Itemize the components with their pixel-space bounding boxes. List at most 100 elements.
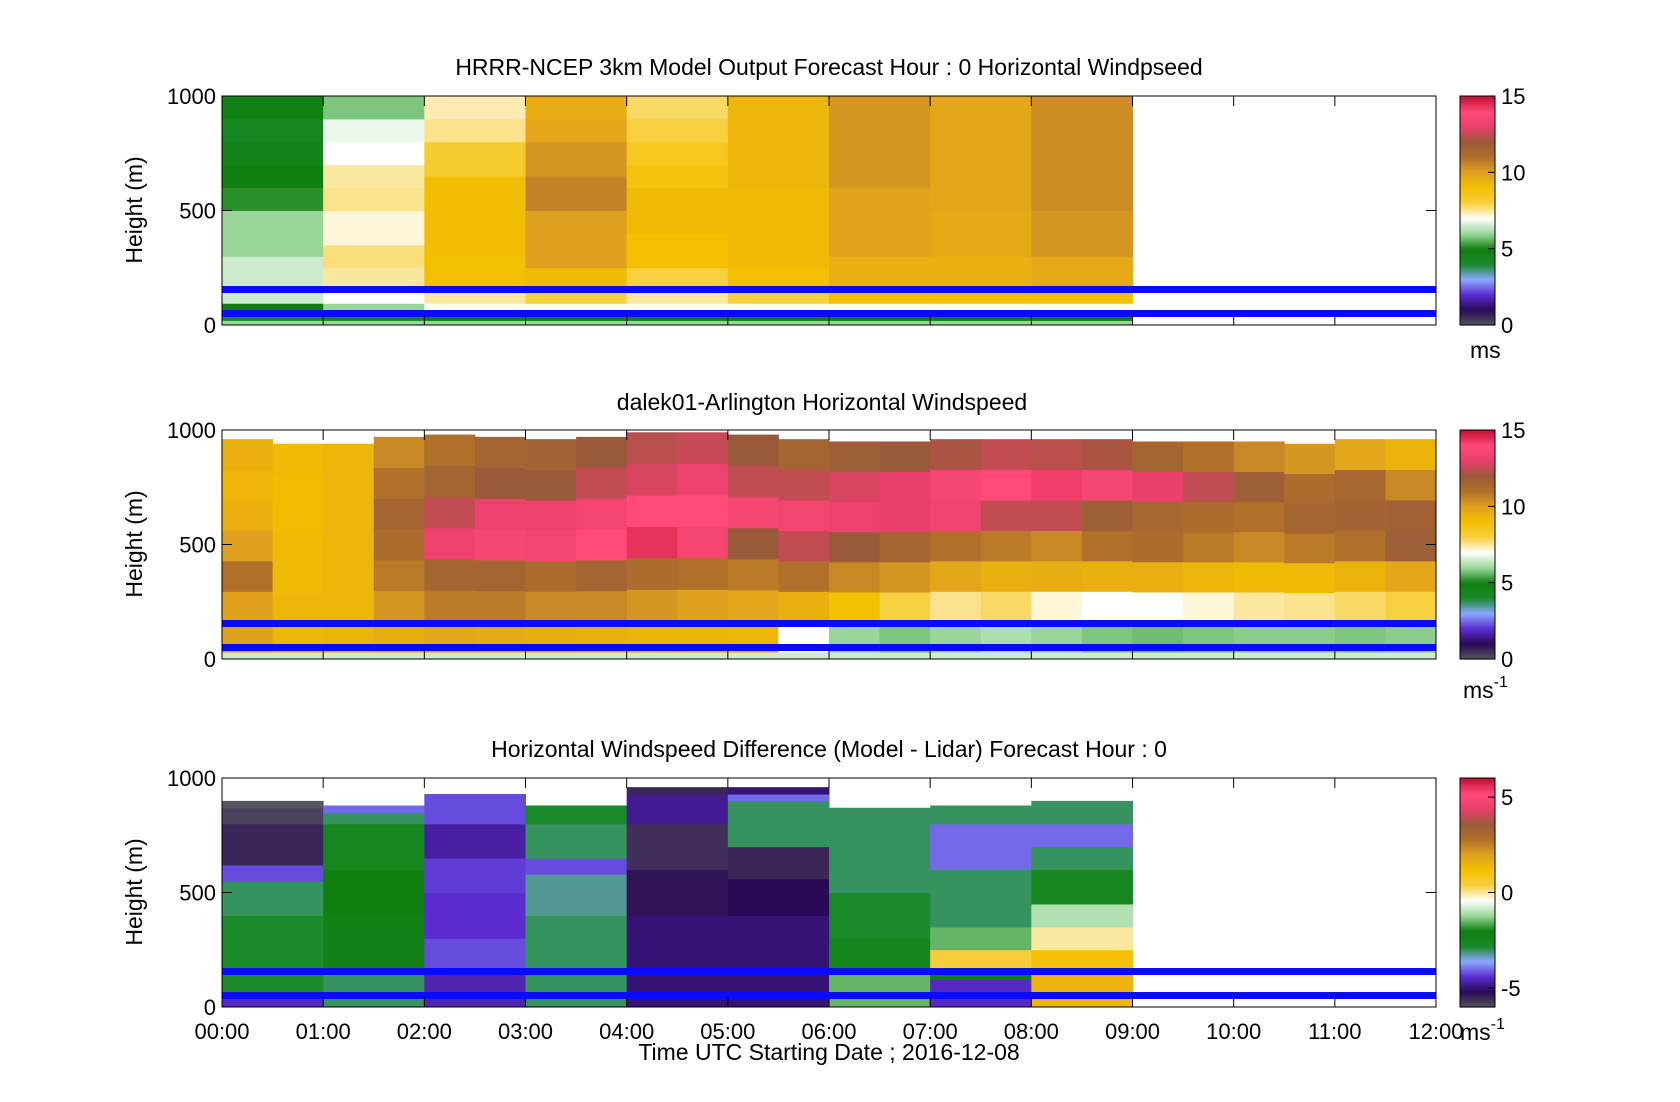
heat-cell (1334, 469, 1386, 501)
colorbar-swatch (1460, 852, 1495, 855)
heat-cell (525, 591, 577, 623)
heat-cell (879, 441, 931, 473)
heat-cell (222, 187, 324, 211)
heat-cell (1183, 441, 1235, 473)
colorbar-swatch (1460, 902, 1495, 905)
heat-cell (576, 559, 628, 592)
heat-cell (373, 590, 425, 622)
colorbar-swatch (1460, 949, 1495, 953)
heat-cell (626, 164, 729, 189)
heat-cell (1385, 500, 1436, 531)
heat-cell (727, 878, 830, 916)
colorbar-swatch (1460, 789, 1495, 792)
heat-cell (1031, 320, 1133, 325)
heat-cell (525, 176, 628, 211)
heat-cell (323, 652, 375, 659)
colorbar-swatch (1460, 923, 1495, 926)
colorbar-swatch (1460, 881, 1495, 884)
colorbar-swatch (1460, 132, 1495, 135)
colorbar-swatch (1460, 618, 1495, 622)
heat-cell (424, 256, 526, 292)
colorbar-swatch (1460, 875, 1495, 878)
colorbar-swatch (1460, 827, 1495, 831)
heat-cell (222, 118, 324, 143)
colorbar-swatch (1460, 588, 1495, 591)
colorbar-swatch (1460, 130, 1495, 133)
y-tick-label: 500 (179, 533, 216, 558)
colorbar-swatch (1460, 479, 1495, 483)
heat-cell (829, 315, 931, 321)
colorbar-swatch (1460, 441, 1495, 444)
colorbar-swatch (1460, 913, 1495, 916)
heat-cell (727, 794, 830, 802)
colorbar-swatch (1460, 554, 1495, 557)
colorbar-swatch (1460, 942, 1495, 945)
heat-cell (778, 500, 830, 531)
heat-cell (424, 303, 526, 311)
colorbar-swatch (1460, 523, 1495, 527)
colorbar-swatch (1460, 953, 1495, 957)
heat-cell (323, 164, 425, 189)
heat-cell (525, 290, 628, 304)
colorbar-swatch (1460, 437, 1495, 441)
heat-cell (727, 320, 830, 325)
y-tick-label: 0 (204, 647, 216, 672)
panel-model: HRRR-NCEP 3km Model Output Forecast Hour… (121, 54, 1525, 363)
colorbar-swatch (1460, 968, 1495, 972)
colorbar-swatch (1460, 193, 1495, 196)
heat-cell (778, 530, 830, 562)
colorbar-swatch (1460, 452, 1495, 456)
colorbar-swatch (1460, 557, 1495, 561)
heat-cell (829, 892, 931, 939)
heat-cell (222, 164, 324, 189)
heat-cell (272, 533, 324, 564)
heat-cell (879, 471, 931, 503)
y-tick-label: 1000 (167, 84, 216, 109)
colorbar-swatch (1460, 999, 1495, 1002)
panel-difference-colorbar-units: ms-1 (1460, 1016, 1505, 1045)
heat-cell (930, 560, 982, 592)
colorbar-swatch (1460, 162, 1495, 166)
colorbar-swatch (1460, 292, 1495, 296)
colorbar-swatch (1460, 151, 1495, 154)
heat-cell (1385, 530, 1436, 562)
heat-cell (373, 529, 425, 561)
heat-cell (626, 970, 729, 1007)
heat-cell (576, 590, 628, 622)
heat-cell (1284, 562, 1336, 594)
colorbar-swatch (1460, 980, 1495, 983)
heat-cell (930, 869, 1032, 928)
heat-cell (829, 501, 881, 533)
colorbar-swatch (1460, 485, 1495, 488)
colorbar-swatch (1460, 323, 1495, 326)
colorbar-swatch (1460, 607, 1495, 610)
colorbar-swatch (1460, 305, 1495, 309)
colorbar-swatch (1460, 781, 1495, 785)
colorbar-swatch (1460, 997, 1495, 1000)
heat-cell (576, 436, 628, 469)
panel-difference-heatmap (222, 787, 1133, 1007)
colorbar-tick-label: -5 (1501, 976, 1521, 1001)
heat-cell (424, 320, 526, 325)
heat-cell (930, 500, 982, 531)
colorbar-swatch (1460, 605, 1495, 609)
heat-cell (525, 874, 628, 916)
colorbar-swatch (1460, 109, 1495, 112)
heat-cell (1334, 500, 1386, 531)
colorbar-swatch (1460, 187, 1495, 191)
heat-cell (424, 892, 526, 939)
colorbar-swatch (1460, 185, 1495, 189)
heat-cell (1081, 500, 1133, 531)
heat-cell (727, 915, 830, 971)
colorbar-swatch (1460, 519, 1495, 523)
heat-cell (424, 938, 526, 971)
colorbar-swatch (1460, 965, 1495, 968)
colorbar-swatch (1460, 919, 1495, 922)
colorbar-swatch (1460, 783, 1495, 787)
heat-cell (727, 465, 779, 498)
colorbar-swatch (1460, 582, 1495, 586)
colorbar-swatch (1460, 863, 1495, 867)
heat-cell (829, 320, 931, 325)
colorbar-swatch (1460, 265, 1495, 269)
colorbar-swatch (1460, 624, 1495, 628)
